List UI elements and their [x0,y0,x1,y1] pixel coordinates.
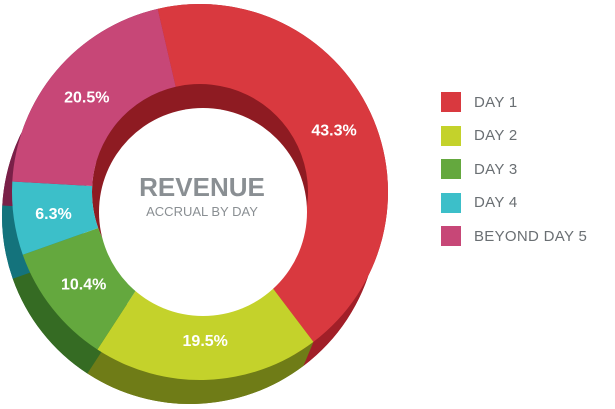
slice-edge-3 [12,254,98,374]
slice-edge-2 [87,341,314,405]
legend-label: DAY 4 [474,194,518,211]
slice-2 [97,278,314,381]
legend-swatch [441,159,461,179]
donut-hole [99,108,307,316]
legend: DAY 1 DAY 2 DAY 3 DAY 4 BEYOND DAY 5 [441,92,587,260]
slice-5 [12,8,176,186]
legend-swatch [441,226,461,246]
slice-label-3: 10.4% [61,277,106,294]
slice-label-1: 43.3% [311,122,356,139]
chart-subtitle: ACCRUAL BY DAY [146,204,258,219]
legend-swatch [441,192,461,213]
legend-item: DAY 4 [441,192,587,213]
legend-item: DAY 1 [441,92,587,112]
slice-label-2: 19.5% [183,333,228,350]
legend-label: DAY 1 [474,93,518,111]
legend-item: BEYOND DAY 5 [441,226,587,246]
legend-item: DAY 2 [441,125,587,146]
slice-1 [157,4,388,342]
legend-swatch [441,92,461,112]
chart-title: REVENUE [139,172,265,202]
slice-4 [12,181,99,255]
legend-item: DAY 3 [441,159,587,179]
legend-swatch [441,125,461,146]
legend-label: BEYOND DAY 5 [474,227,588,245]
slice-label-4: 6.3% [35,206,71,223]
legend-label: DAY 2 [474,127,518,144]
slice-labels: 43.3% 19.5% 10.4% 6.3% 20.5% [35,90,356,350]
donut-slices [12,4,388,381]
legend-label: DAY 3 [474,160,518,178]
slice-label-5: 20.5% [64,90,109,107]
slice-edge-4 [2,181,23,279]
